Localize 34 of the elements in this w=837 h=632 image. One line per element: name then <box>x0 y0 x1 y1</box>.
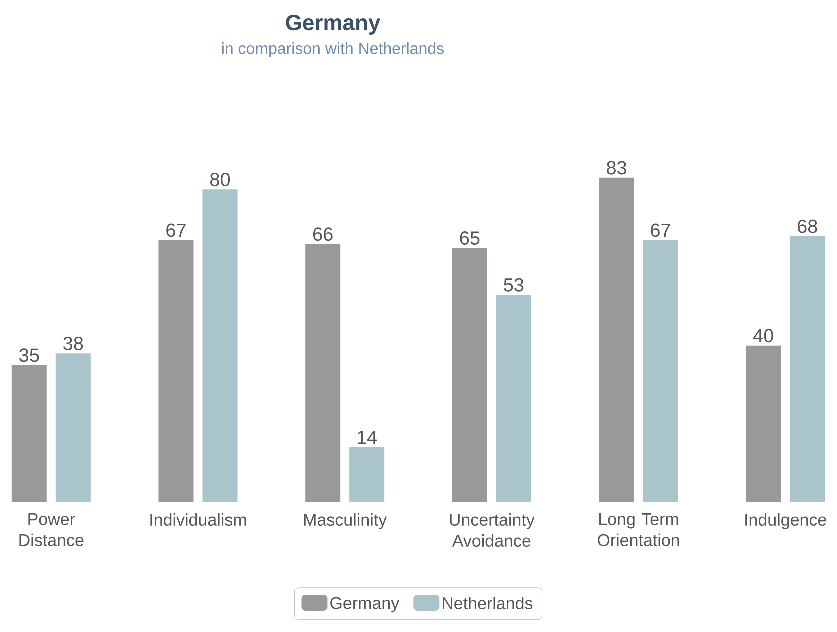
data-label: 83 <box>607 161 626 175</box>
data-label: 14 <box>358 431 378 444</box>
bar <box>56 354 91 502</box>
chart-title: Germany <box>286 15 381 35</box>
data-label: 80 <box>210 172 230 186</box>
bar <box>643 240 678 502</box>
bar <box>746 346 782 502</box>
x-tick-label: Individualism <box>150 514 246 526</box>
x-tick-label: Uncertainty Avoidance <box>450 514 535 548</box>
data-label: 65 <box>460 232 480 245</box>
x-tick-label: Indulgence <box>746 514 826 530</box>
data-label: 35 <box>20 348 40 362</box>
bar <box>790 236 826 502</box>
chart-subtitle: in comparison with Netherlands <box>222 42 444 58</box>
bar <box>306 244 341 502</box>
legend-label: Germany <box>330 597 400 613</box>
data-label: 68 <box>798 220 818 234</box>
x-tick-label: Power Distance <box>20 514 84 546</box>
data-label: 67 <box>166 224 186 238</box>
bar <box>452 248 488 502</box>
data-label: 53 <box>504 278 524 292</box>
bar <box>12 365 47 502</box>
bar <box>158 240 194 502</box>
bar <box>599 178 634 502</box>
data-label: 67 <box>651 224 670 238</box>
bar <box>202 190 238 502</box>
data-label: 38 <box>64 336 84 350</box>
x-tick-label: Long Term Orientation <box>598 514 680 546</box>
data-label: 40 <box>753 329 774 343</box>
bar <box>496 295 532 502</box>
legend-label: Netherlands <box>443 597 533 610</box>
bar <box>350 447 385 502</box>
x-tick-label: Masculinity <box>304 514 388 530</box>
data-label: 66 <box>313 228 333 242</box>
